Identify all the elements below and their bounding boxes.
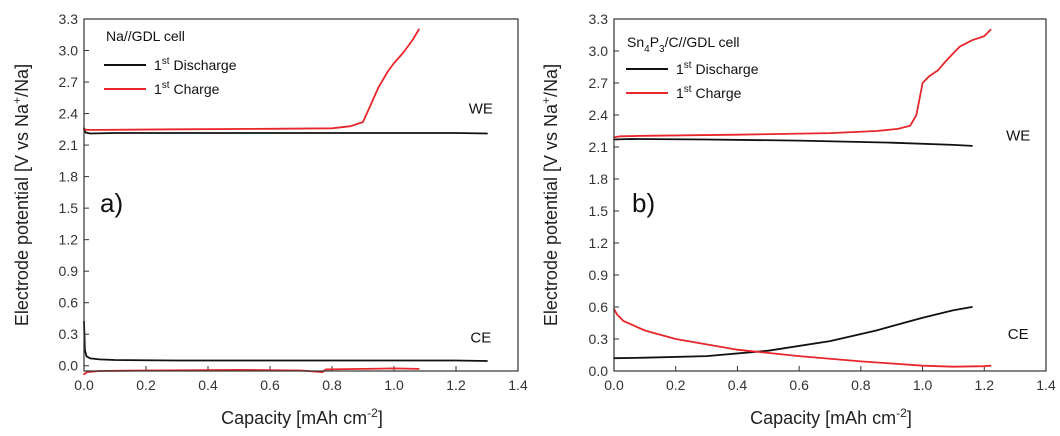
panel-b-y-axis-title: Electrode potential [V vs Na+/Na] [539, 64, 561, 326]
panel-a-x-tick-label: 0.4 [198, 377, 218, 393]
panel-b-x-tick-label: 1.2 [975, 377, 995, 393]
panel-a-y-axis-title: Electrode potential [V vs Na+/Na] [10, 64, 32, 326]
panel-a-x-tick-label: 0.6 [260, 377, 280, 393]
panel-b-charge-line-we [613, 28, 992, 139]
panel-b-y-tick-label: 0.6 [589, 299, 609, 315]
panel-a-y-tick-label: 3.0 [59, 43, 79, 59]
panel-b-label: b) [632, 188, 655, 218]
panel-b-y-tick-label: 2.4 [589, 107, 609, 123]
panel-b-x-tick-label: 1.4 [1036, 377, 1056, 393]
panel-b: Electrode potential [V vs Na+/Na] Capaci… [539, 11, 1056, 428]
panel-a-y-ticks: 0.0 0.3 0.6 0.9 1.2 1.5 1.8 2.1 2.4 2.7 3.0 3.3 [59, 11, 89, 374]
panel-a-charge-line-we [83, 28, 420, 131]
panel-a-x-tick-label: 1.4 [508, 377, 528, 393]
panel-a-legend-label-discharge: 1st Discharge [154, 56, 237, 73]
panel-b-legend-title: Sn4P3/C//GDL cell [627, 34, 740, 55]
panel-a-y-tick-label: 2.1 [59, 137, 79, 153]
panel-b-x-tick-label: 0.4 [728, 377, 748, 393]
panel-b-x-tick-label: 0.2 [666, 377, 686, 393]
panel-a-x-tick-label: 0.0 [74, 377, 94, 393]
panel-b-series [613, 28, 992, 368]
panel-b-y-tick-label: 1.5 [589, 203, 609, 219]
panel-a-annotation-we: WE [469, 101, 493, 118]
panel-b-y-ticks: 0.0 0.3 0.6 0.9 1.2 1.5 1.8 2.1 2.4 2.7 3.0 3.3 [589, 11, 619, 379]
panel-a-legend-title: Na//GDL cell [106, 28, 185, 44]
panel-a-legend-label-charge: 1st Charge [154, 80, 220, 97]
panel-a-y-tick-label: 2.7 [59, 74, 79, 90]
panel-b-annotation-ce: CE [1008, 326, 1029, 343]
panel-a-x-axis-title: Capacity [mAh cm-2] [221, 406, 383, 428]
panel-b-x-axis-title: Capacity [mAh cm-2] [750, 406, 912, 428]
panel-b-x-tick-label: 1.0 [913, 377, 933, 393]
panel-a-y-tick-label: 0.0 [59, 358, 79, 374]
panel-a: Electrode potential [V vs Na+/Na] Capaci… [10, 11, 528, 428]
panel-b-legend-label-charge: 1st Charge [676, 84, 742, 101]
panel-a-y-tick-label: 3.3 [59, 11, 79, 27]
panel-a-plot-frame [83, 18, 519, 372]
panel-a-x-tick-label: 1.0 [384, 377, 404, 393]
panel-a-x-tick-label: 1.2 [446, 377, 466, 393]
panel-b-y-tick-label: 2.1 [589, 139, 609, 155]
panel-a-x-tick-label: 0.8 [322, 377, 342, 393]
panel-a-series [83, 28, 488, 376]
panel-a-label: a) [100, 188, 123, 218]
panel-b-y-tick-label: 0.0 [589, 363, 609, 379]
panel-a-y-tick-label: 0.3 [59, 326, 79, 342]
panel-a-y-tick-label: 0.6 [59, 295, 79, 311]
panel-b-y-tick-label: 0.9 [589, 267, 609, 283]
panel-a-x-ticks: 0.0 0.2 0.4 0.6 0.8 1.0 1.2 1.4 [74, 366, 528, 393]
panel-b-y-tick-label: 0.3 [589, 331, 609, 347]
panel-a-annotation-ce: CE [470, 330, 491, 347]
panel-b-y-tick-label: 1.8 [589, 171, 609, 187]
panel-b-discharge-line-we [613, 138, 973, 147]
panel-b-y-tick-label: 1.2 [589, 235, 609, 251]
panel-b-y-tick-label: 3.3 [589, 11, 609, 27]
panel-b-annotation-we: WE [1006, 128, 1030, 145]
panel-b-x-tick-label: 0.0 [604, 377, 624, 393]
panel-b-charge-line-ce [613, 308, 992, 368]
panel-b-y-tick-label: 3.0 [589, 43, 609, 59]
panel-a-x-tick-label: 0.2 [136, 377, 156, 393]
panel-b-x-tick-label: 0.8 [851, 377, 871, 393]
panel-b-x-ticks: 0.0 0.2 0.4 0.6 0.8 1.0 1.2 1.4 [604, 366, 1056, 393]
panel-b-x-tick-label: 0.6 [789, 377, 809, 393]
panel-b-plot-frame [613, 18, 1047, 372]
panel-a-discharge-line-ce [83, 320, 488, 362]
panel-a-discharge-line-we [83, 127, 488, 135]
panel-a-y-tick-label: 1.8 [59, 169, 79, 185]
panel-b-y-tick-label: 2.7 [589, 75, 609, 91]
panel-b-legend-label-discharge: 1st Discharge [676, 60, 759, 77]
panel-a-y-tick-label: 1.2 [59, 232, 79, 248]
panel-a-y-tick-label: 0.9 [59, 263, 79, 279]
panel-a-y-tick-label: 2.4 [59, 106, 79, 122]
panel-a-y-tick-label: 1.5 [59, 200, 79, 216]
panel-b-discharge-line-ce [613, 306, 973, 360]
